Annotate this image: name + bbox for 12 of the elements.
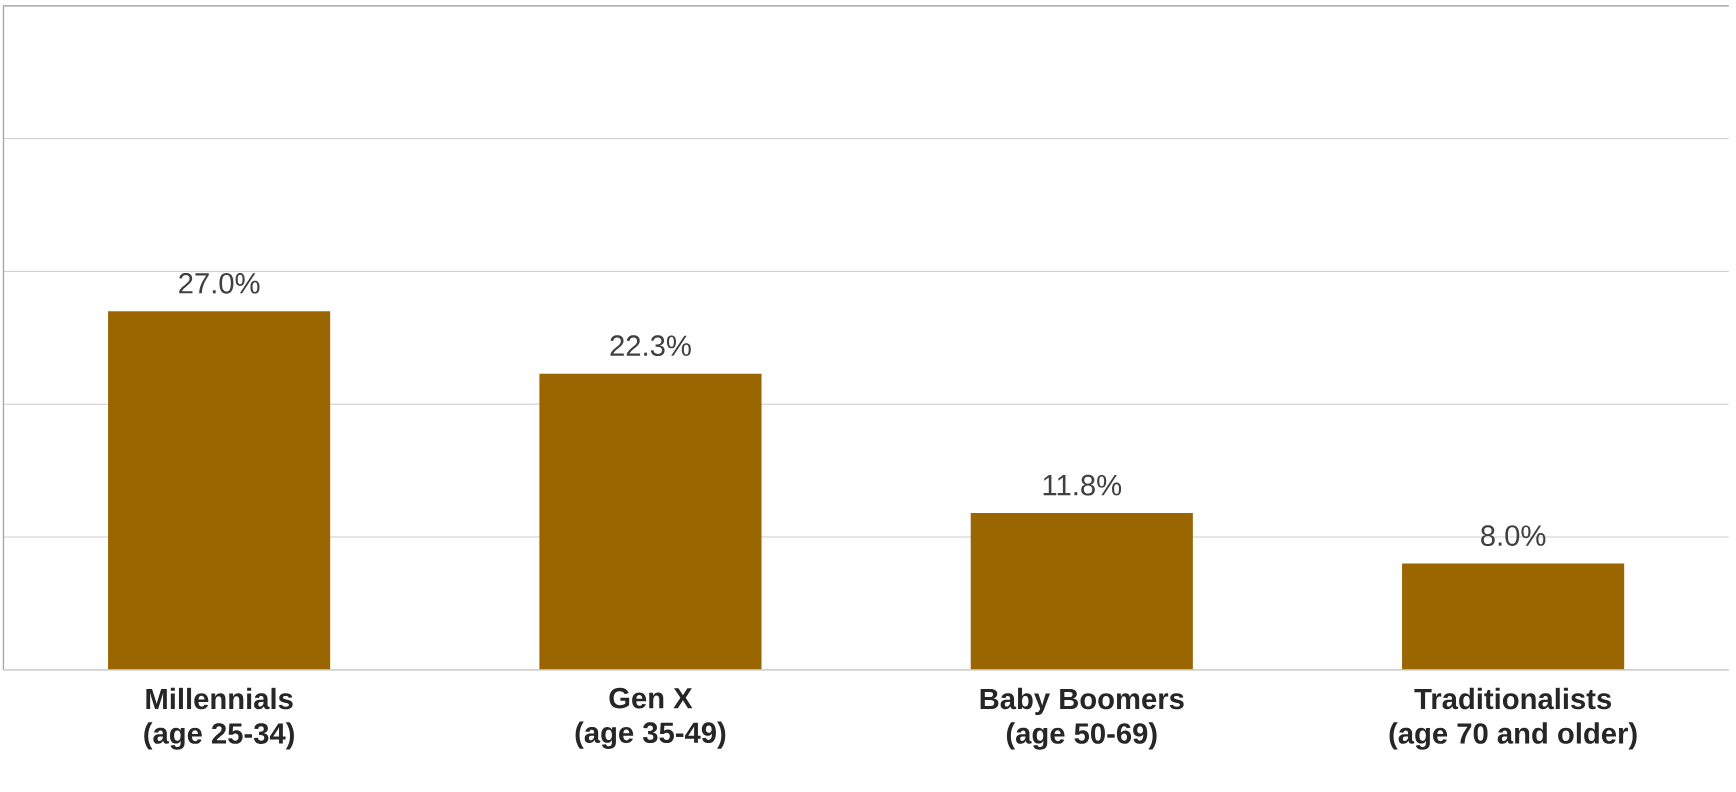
- data-label: 27.0%: [179, 272, 260, 294]
- x-tick-label: Gen X (age 35-49): [575, 687, 726, 749]
- data-label: 11.8%: [1043, 474, 1122, 496]
- x-tick-label: Millennials (age 25-34): [144, 687, 294, 750]
- bar: [539, 373, 762, 670]
- x-tick-label: Traditionalists (age 70 and older): [1389, 687, 1637, 750]
- bar: [108, 311, 331, 670]
- bar: [1402, 563, 1625, 670]
- bar: [970, 513, 1193, 670]
- data-label: 8.0%: [1481, 525, 1546, 546]
- data-label: 22.3%: [610, 335, 691, 357]
- x-tick-label: Baby Boomers (age 50-69): [980, 687, 1184, 750]
